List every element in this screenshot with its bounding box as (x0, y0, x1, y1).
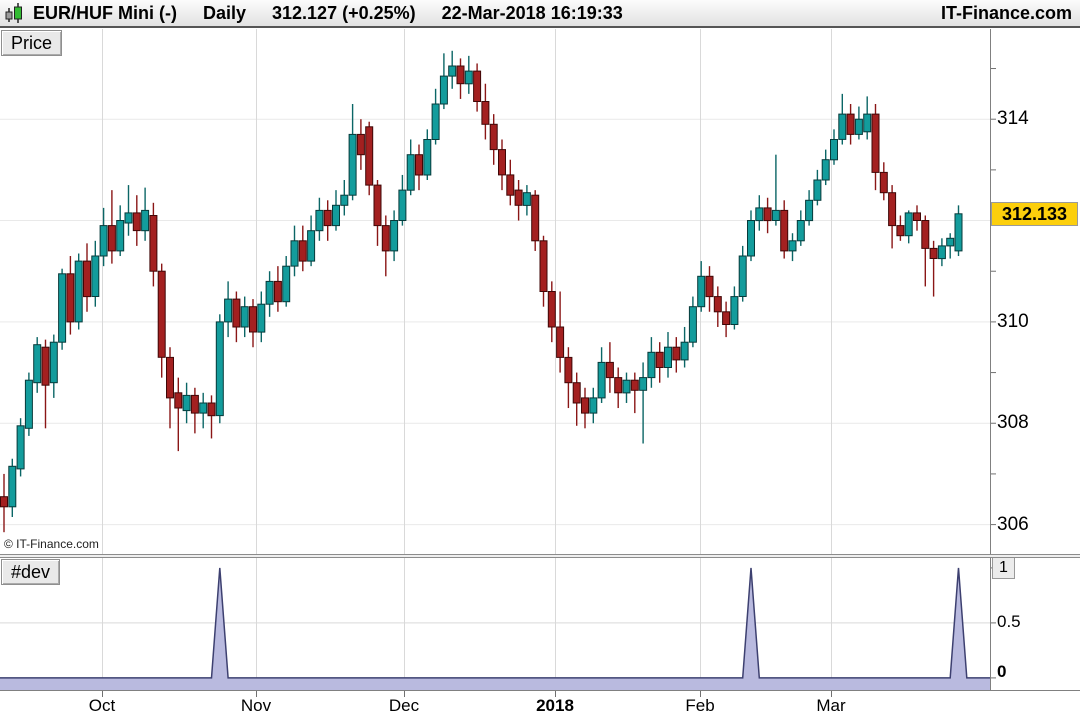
price-panel-button[interactable]: Price (1, 30, 63, 56)
dev-axis-label: 0.5 (997, 611, 1021, 631)
current-price-badge: 312.133 (991, 202, 1078, 226)
time-axis-label: Oct (88, 696, 116, 715)
title-bar: EUR/HUF Mini (-) Daily 312.127 (+0.25%) … (0, 0, 1080, 28)
price-axis-label: 308 (997, 412, 1029, 434)
price-axis-label: 310 (997, 310, 1029, 332)
time-axis-label: Feb (685, 696, 715, 715)
candlestick-series (0, 50, 963, 533)
price-axis-label: 306 (997, 513, 1029, 535)
time-axis-label: Dec (388, 696, 420, 715)
instrument-name: EUR/HUF Mini (-) (33, 2, 177, 23)
dev-axis-label: 1 (992, 557, 1015, 579)
timeframe-label: Daily (202, 2, 247, 23)
timestamp: 22-Mar-2018 16:19:33 (441, 2, 623, 23)
copyright-watermark: © IT-Finance.com (4, 537, 99, 551)
dev-axis-label: 0 (997, 661, 1007, 681)
last-price-and-change: 312.127 (+0.25%) (272, 2, 416, 23)
brand-label: IT-Finance.com (940, 2, 1072, 23)
price-axis-label: 314 (997, 108, 1029, 130)
time-axis-label: Mar (816, 696, 846, 715)
time-axis-label: 2018 (536, 696, 574, 715)
candlestick-icon (5, 3, 22, 23)
dev-panel-button[interactable]: #dev (1, 559, 61, 585)
panel-separator[interactable] (0, 554, 1080, 558)
dev-indicator-area (0, 567, 990, 690)
time-axis-label: Nov (240, 696, 272, 715)
